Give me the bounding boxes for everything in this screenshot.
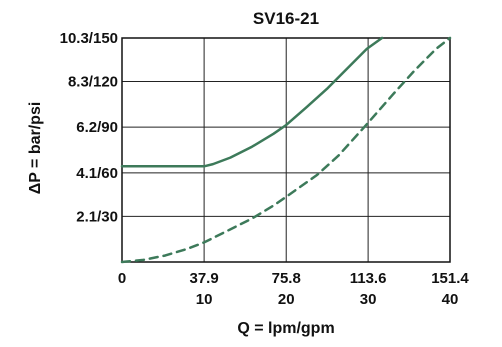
y-tick-label-1: 4.1/60 [76, 165, 118, 182]
x-tick-labels: 0 37.9 10 75.8 20 113.6 30 151.4 40 [118, 270, 470, 308]
y-tick-label-4: 10.3/150 [60, 30, 118, 47]
plot-frame [121, 37, 451, 263]
x-tick-sublabel-3: 30 [360, 291, 377, 308]
series-layer [120, 36, 452, 264]
y-tick-label-0: 2.1/30 [76, 208, 118, 225]
x-tick-label-1: 37.9 [190, 270, 219, 287]
x-tick-label-3: 113.6 [350, 270, 387, 287]
x-tick-label-2: 75.8 [272, 270, 301, 287]
y-tick-label-3: 8.3/120 [68, 73, 118, 90]
series-line-1-dashed [120, 36, 452, 264]
x-tick-label-0: 0 [118, 270, 126, 287]
y-tick-label-2: 6.2/90 [76, 119, 118, 136]
y-axis-label: ΔP = bar/psi [27, 102, 44, 195]
y-tick-labels: 2.1/30 4.1/60 6.2/90 8.3/120 10.3/150 [60, 30, 118, 225]
x-tick-sublabel-1: 10 [196, 291, 213, 308]
x-tick-sublabel-2: 20 [278, 291, 295, 308]
x-axis-label: Q = lpm/gpm [237, 320, 334, 337]
series-line-0-solid [120, 36, 384, 168]
grid-lines [122, 38, 450, 262]
chart-title: SV16-21 [253, 9, 319, 28]
x-tick-sublabel-4: 40 [442, 291, 459, 308]
x-tick-label-4: 151.4 [431, 270, 469, 287]
